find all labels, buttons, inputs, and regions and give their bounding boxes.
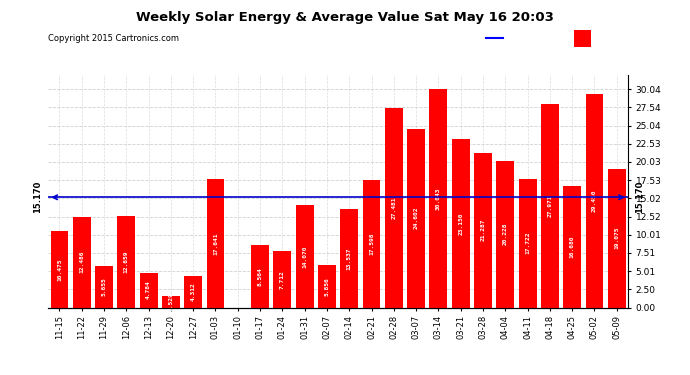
Text: 10.475: 10.475 [57, 258, 62, 281]
Bar [541, 104, 559, 308]
Bar [318, 265, 336, 308]
Text: 27.971: 27.971 [547, 195, 553, 217]
Bar [206, 179, 224, 308]
Text: 13.537: 13.537 [347, 247, 352, 270]
Bar [474, 153, 492, 308]
Bar [73, 217, 90, 308]
Text: 5.655: 5.655 [101, 278, 106, 296]
Text: 12.486: 12.486 [79, 251, 84, 273]
Text: 24.602: 24.602 [413, 207, 419, 230]
Bar [296, 205, 313, 308]
Text: 21.287: 21.287 [480, 219, 486, 242]
Text: 23.150: 23.150 [458, 212, 463, 235]
Bar [608, 169, 626, 308]
Bar [407, 129, 425, 308]
Bar [162, 296, 180, 307]
Text: Daily   ($): Daily ($) [595, 34, 645, 43]
Text: Weekly Solar Energy & Average Value Sat May 16 20:03: Weekly Solar Energy & Average Value Sat … [136, 11, 554, 24]
Text: 8.564: 8.564 [257, 267, 263, 286]
Bar [139, 273, 157, 308]
Bar [452, 139, 470, 308]
Bar [429, 89, 447, 308]
Text: 17.641: 17.641 [213, 232, 218, 255]
Bar [50, 231, 68, 308]
Text: Average ($): Average ($) [506, 34, 566, 43]
Text: 16.680: 16.680 [570, 236, 575, 258]
Text: 5.856: 5.856 [324, 277, 329, 296]
Bar [184, 276, 202, 308]
Text: 4.312: 4.312 [190, 282, 196, 301]
Bar [519, 179, 537, 308]
Text: 14.070: 14.070 [302, 245, 307, 268]
Text: 7.712: 7.712 [280, 270, 285, 289]
Text: 19.075: 19.075 [614, 227, 619, 249]
Text: 30.043: 30.043 [436, 187, 441, 210]
Text: 27.481: 27.481 [391, 196, 396, 219]
Bar [95, 266, 113, 308]
Text: 20.228: 20.228 [503, 223, 508, 245]
Text: 17.722: 17.722 [525, 232, 530, 254]
Text: Copyright 2015 Cartronics.com: Copyright 2015 Cartronics.com [48, 34, 179, 43]
FancyBboxPatch shape [574, 30, 591, 47]
Bar [586, 93, 603, 308]
Text: 1.529: 1.529 [168, 292, 173, 311]
Text: 17.598: 17.598 [369, 232, 374, 255]
Text: 15.170: 15.170 [635, 181, 644, 213]
Bar [496, 160, 514, 308]
Bar [340, 209, 358, 308]
Bar [385, 108, 403, 308]
Bar [363, 180, 380, 308]
Bar [563, 186, 581, 308]
Text: 4.784: 4.784 [146, 281, 151, 300]
Bar [251, 245, 269, 308]
Bar [117, 216, 135, 308]
Bar [273, 252, 291, 308]
Text: 15.170: 15.170 [32, 181, 41, 213]
Text: 29.450: 29.450 [592, 189, 597, 212]
Text: 12.659: 12.659 [124, 250, 129, 273]
